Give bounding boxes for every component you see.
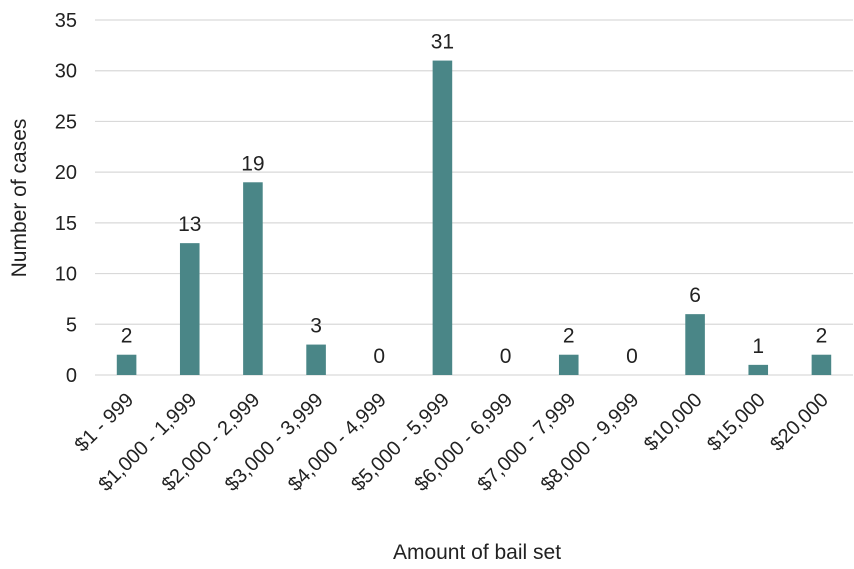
- bar: [558, 354, 579, 375]
- data-label: 6: [689, 284, 701, 307]
- y-axis-ticks: 0 5 10 15 20 25 30 35: [55, 10, 77, 387]
- y-axis-title: Number of cases: [8, 119, 31, 278]
- data-label: 19: [241, 152, 264, 175]
- data-label: 31: [431, 31, 454, 54]
- x-axis-ticks: $1 - 999$1,000 - 1,999$2,000 - 2,999$3,0…: [71, 389, 833, 496]
- bar: [811, 354, 832, 375]
- y-tick-label: 20: [55, 162, 77, 184]
- data-label: 1: [752, 335, 764, 358]
- bar: [306, 344, 326, 375]
- y-tick-label: 25: [55, 111, 77, 133]
- data-label: 2: [563, 325, 575, 348]
- gridlines: [95, 19, 853, 376]
- bar: [748, 364, 769, 375]
- data-label: 2: [121, 325, 133, 348]
- x-tick-label: $20,000: [766, 389, 833, 456]
- data-label: 13: [178, 213, 201, 236]
- y-tick-label: 5: [66, 314, 77, 336]
- data-label: 0: [500, 345, 512, 368]
- bar: [116, 354, 137, 375]
- bars: [116, 60, 832, 375]
- y-tick-label: 30: [55, 61, 77, 83]
- bar: [685, 314, 705, 375]
- y-tick-label: 10: [55, 264, 77, 286]
- x-axis-title: Amount of bail set: [393, 541, 561, 564]
- x-tick-label: $15,000: [703, 389, 770, 456]
- bar: [243, 182, 263, 375]
- x-tick-label: $10,000: [640, 389, 707, 456]
- bar: [179, 243, 200, 375]
- y-tick-label: 35: [55, 10, 77, 32]
- data-label: 2: [816, 325, 828, 348]
- bar: [432, 60, 453, 375]
- data-label: 3: [310, 315, 322, 338]
- data-label: 0: [373, 345, 385, 368]
- y-tick-label: 15: [55, 213, 77, 235]
- data-label: 0: [626, 345, 638, 368]
- y-tick-label: 0: [66, 365, 77, 387]
